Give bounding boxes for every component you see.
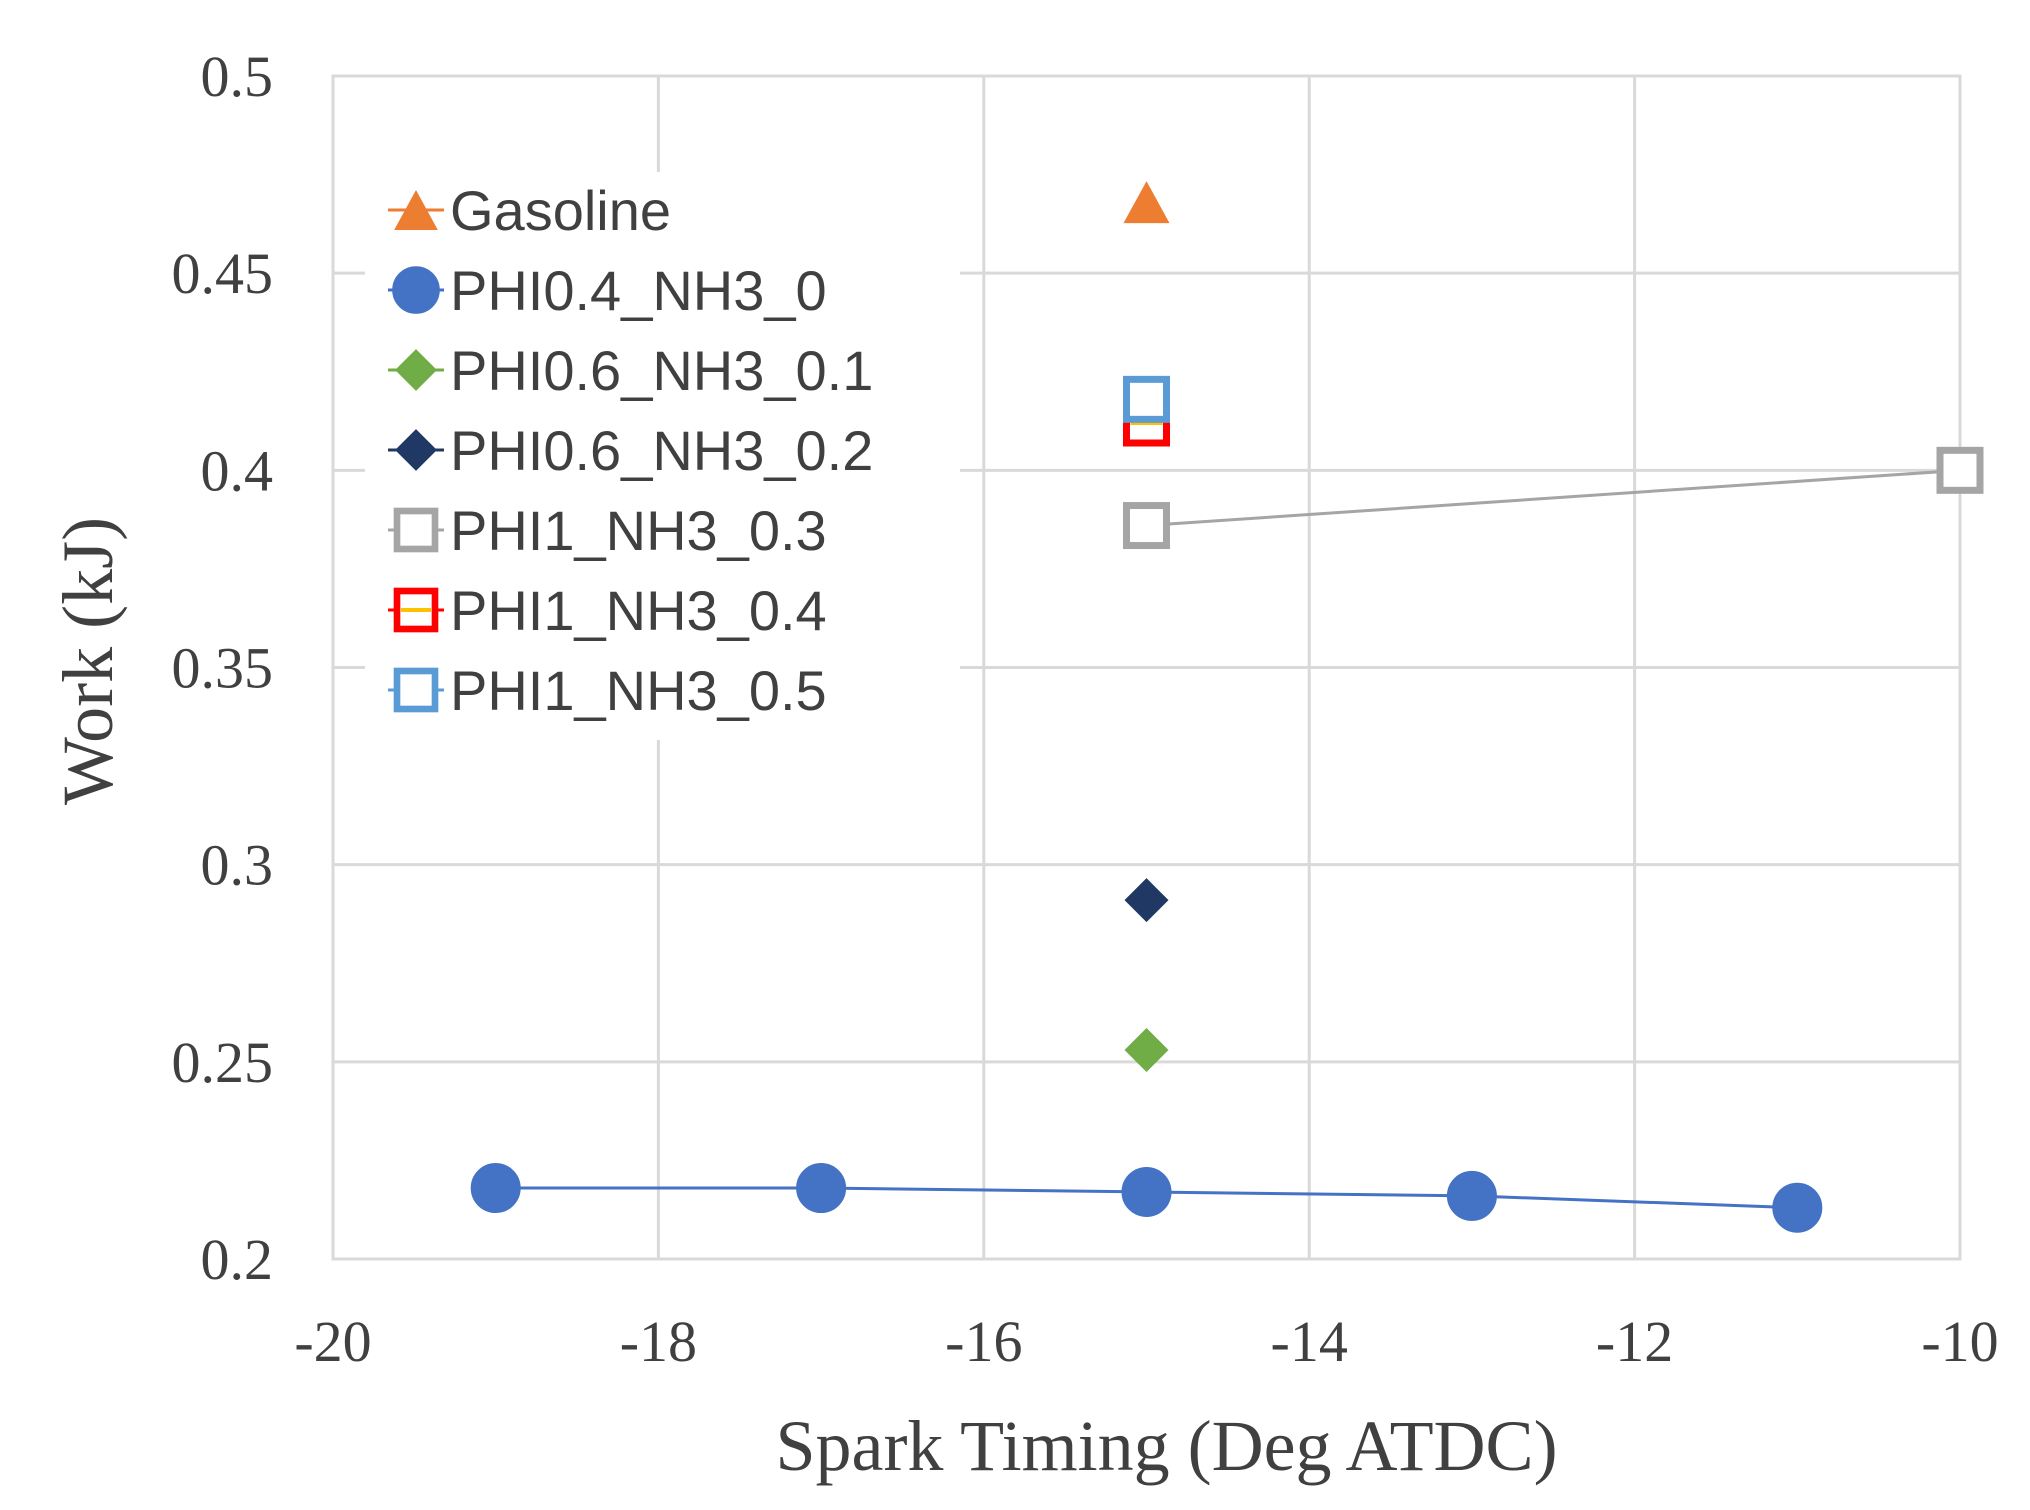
legend-label: Gasoline	[450, 179, 671, 242]
legend-background	[365, 172, 960, 740]
y-tick-label: 0.45	[172, 241, 274, 306]
data-point-4-1	[1936, 446, 1984, 494]
legend-entry-2: PHI0.6_NH3_0.1	[388, 339, 873, 402]
x-tick-label: -20	[294, 1309, 371, 1374]
y-tick-label: 0.25	[172, 1030, 274, 1095]
legend-entry-0: Gasoline	[388, 179, 671, 242]
x-axis-title: Spark Timing (Deg ATDC)	[775, 1406, 1557, 1486]
y-tick-label: 0.5	[201, 44, 274, 109]
legend-marker	[393, 507, 439, 553]
data-point-3-0	[1124, 878, 1169, 923]
x-tick-label: -18	[620, 1309, 697, 1374]
x-tick-label: -10	[1921, 1309, 1998, 1374]
legend-entry-5: PHI1_NH3_0.4	[388, 579, 827, 642]
series-2	[1124, 1028, 1169, 1073]
legend: Gasoline PHI0.4_NH3_0 PHI0.6_NH3_0.1 PHI0.6…	[365, 172, 960, 740]
x-tick-label: -14	[1271, 1309, 1348, 1374]
data-point-1-3	[1446, 1170, 1497, 1221]
legend-label: PHI0.6_NH3_0.2	[450, 419, 873, 482]
y-axis-title: Work (kJ)	[48, 517, 128, 805]
series-4	[1123, 446, 1984, 550]
legend-marker	[395, 429, 437, 471]
y-tick-label: 0.2	[201, 1227, 274, 1292]
legend-entry-1: PHI0.4_NH3_0	[388, 259, 827, 322]
y-tick-label: 0.3	[201, 833, 274, 898]
series-layer	[470, 181, 1984, 1233]
series-1	[470, 1163, 1823, 1233]
x-tick-label: -16	[945, 1309, 1022, 1374]
y-tick-label: 0.4	[201, 438, 274, 503]
legend-label: PHI0.4_NH3_0	[450, 259, 827, 322]
x-axis-ticks: -20 -18 -16 -14 -12 -10	[294, 1309, 1998, 1374]
legend-entry-3: PHI0.6_NH3_0.2	[388, 419, 873, 482]
data-point-0-0	[1123, 181, 1170, 224]
legend-label: PHI0.6_NH3_0.1	[450, 339, 873, 402]
legend-marker	[392, 266, 440, 314]
y-axis-ticks: 0.2 0.25 0.3 0.35 0.4 0.45 0.5	[172, 44, 274, 1292]
data-point-1-0	[470, 1163, 521, 1214]
series-3	[1124, 878, 1169, 923]
legend-entry-6: PHI1_NH3_0.5	[388, 659, 827, 722]
legend-marker	[393, 667, 439, 713]
data-point-2-0	[1124, 1028, 1169, 1073]
series-line-4	[1146, 468, 1961, 528]
data-point-1-2	[1121, 1166, 1172, 1217]
data-point-1-4	[1772, 1182, 1823, 1233]
series-6	[1123, 375, 1170, 423]
series-0	[1123, 181, 1170, 224]
legend-label: PHI1_NH3_0.3	[450, 499, 827, 562]
x-tick-label: -12	[1596, 1309, 1673, 1374]
y-tick-label: 0.35	[172, 636, 274, 701]
data-point-6-0	[1123, 375, 1170, 423]
data-point-4-0	[1123, 502, 1170, 550]
legend-entry-4: PHI1_NH3_0.3	[388, 499, 827, 562]
legend-marker	[395, 349, 437, 391]
legend-label: PHI1_NH3_0.5	[450, 659, 827, 722]
legend-marker	[394, 190, 438, 230]
series-markers	[470, 181, 1984, 1233]
plot-frame	[331, 74, 1962, 1261]
data-point-1-1	[796, 1163, 847, 1214]
legend-label: PHI1_NH3_0.4	[450, 579, 827, 642]
